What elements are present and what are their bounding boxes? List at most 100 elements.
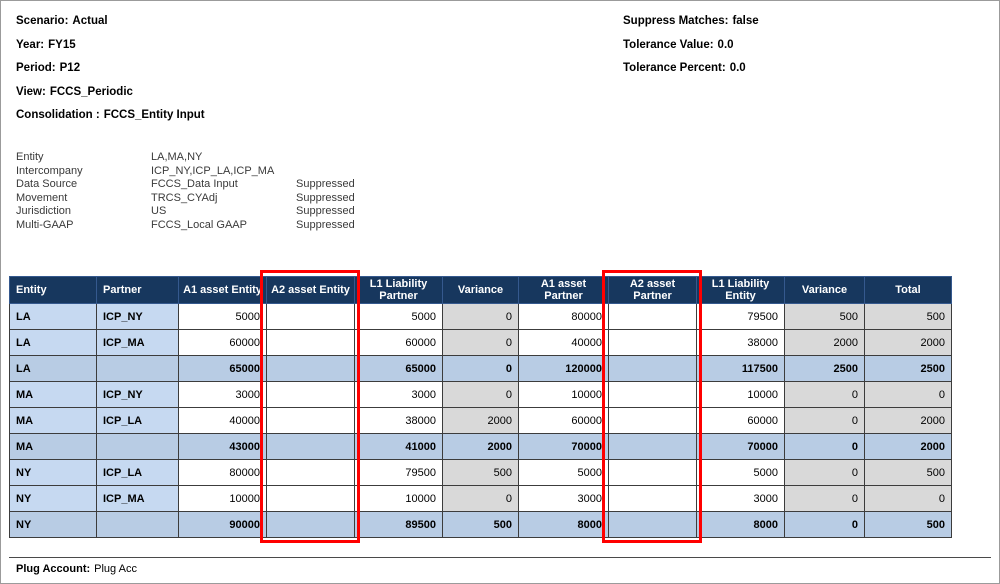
cell-entity: MA [9,381,97,408]
info-value: Actual [72,15,108,27]
report-info-right: Suppress Matches: false Tolerance Value: 0… [623,14,759,85]
cell-variance-partner-side: 0 [784,407,865,434]
cell-l1-liability-entity: 3000 [696,485,785,512]
col-header-variance-partner-side: Variance [784,276,865,304]
pov-row-jurisdiction: Jurisdiction US Suppressed [16,205,426,219]
info-year: Year: FY15 [16,38,205,52]
pov-dimension: Intercompany [16,164,83,177]
pov-row-data-source: Data Source FCCS_Data Input Suppressed [16,178,426,192]
col-header-a1-asset-partner: A1 asset Partner [518,276,609,304]
cell-entity: MA [9,433,97,460]
cell-total: 2000 [864,407,952,434]
col-header-total: Total [864,276,952,304]
cell-l1-liability-partner: 38000 [354,407,443,434]
cell-l1-liability-partner: 5000 [354,303,443,330]
cell-l1-liability-partner: 79500 [354,459,443,486]
info-value: 0.0 [717,38,734,51]
pov-row-entity: Entity LA,MA,NY [16,151,426,165]
cell-total: 2000 [864,329,952,356]
info-value: P12 [59,62,81,74]
cell-a2-asset-entity [266,407,355,434]
cell-partner: ICP_LA [96,459,179,486]
pov-status [296,165,426,179]
cell-entity: NY [9,459,97,486]
cell-l1-liability-entity: 79500 [696,303,785,330]
cell-a2-asset-partner [608,355,697,382]
col-header-a1-asset-entity: A1 asset Entity [178,276,267,304]
cell-a1-asset-partner: 70000 [518,433,609,460]
cell-partner [96,511,179,538]
table-row-subtotal: MA 43000 41000 2000 70000 70000 0 2000 [9,433,952,460]
info-scenario: Scenario: Actual [16,14,205,28]
cell-variance-entity-side: 0 [442,355,519,382]
pov-row-movement: Movement TRCS_CYAdj Suppressed [16,192,426,206]
cell-a2-asset-entity [266,381,355,408]
cell-total: 2500 [864,355,952,382]
table-row-detail: MA ICP_NY 3000 3000 0 10000 10000 0 0 [9,381,952,408]
cell-l1-liability-entity: 60000 [696,407,785,434]
cell-variance-entity-side: 500 [442,459,519,486]
info-label: Suppress Matches: [623,15,729,27]
cell-a1-asset-entity: 40000 [178,407,267,434]
info-label: Year: [16,38,45,51]
cell-partner: ICP_NY [96,381,179,408]
pov-members: FCCS_Local GAAP [151,218,247,231]
info-label: Period: [16,62,56,74]
pov-status: Suppressed [296,205,355,217]
pov-status [296,151,426,165]
cell-partner: ICP_MA [96,485,179,512]
plug-account-value: Plug Acc [94,563,137,575]
cell-l1-liability-partner: 3000 [354,381,443,408]
cell-a2-asset-entity [266,485,355,512]
cell-variance-entity-side: 2000 [442,433,519,460]
cell-a2-asset-partner [608,381,697,408]
cell-variance-entity-side: 0 [442,329,519,356]
pov-members: TRCS_CYAdj [151,191,218,204]
table-row-detail: NY ICP_LA 80000 79500 500 5000 5000 0 50… [9,459,952,486]
col-header-l1-liability-entity: L1 Liability Entity [696,276,785,304]
cell-variance-entity-side: 0 [442,303,519,330]
cell-entity: LA [9,303,97,330]
footer-divider [9,557,991,558]
cell-a2-asset-partner [608,459,697,486]
cell-a2-asset-entity [266,459,355,486]
cell-l1-liability-partner: 65000 [354,355,443,382]
cell-a1-asset-partner: 8000 [518,511,609,538]
matching-report-table-wrap: Entity Partner A1 asset Entity A2 asset … [9,270,952,543]
info-period: Period: P12 [16,61,205,75]
pov-dimension: Data Source [16,178,78,190]
info-label: Consolidation : [16,109,100,121]
cell-variance-entity-side: 500 [442,511,519,538]
cell-a1-asset-partner: 60000 [518,407,609,434]
cell-total: 0 [864,381,952,408]
cell-partner: ICP_LA [96,407,179,434]
pov-members: ICP_NY,ICP_LA,ICP_MA [151,164,275,177]
cell-a2-asset-entity [266,355,355,382]
cell-partner: ICP_NY [96,303,179,330]
cell-partner [96,355,179,382]
cell-entity: LA [9,329,97,356]
cell-total: 500 [864,459,952,486]
info-label: Tolerance Percent: [623,62,726,74]
cell-a1-asset-entity: 90000 [178,511,267,538]
pov-members: US [151,205,167,217]
cell-l1-liability-entity: 8000 [696,511,785,538]
pov-dimension: Multi-GAAP [16,218,74,231]
cell-variance-partner-side: 0 [784,433,865,460]
cell-l1-liability-partner: 41000 [354,433,443,460]
table-row-subtotal: NY 90000 89500 500 8000 8000 0 500 [9,511,952,538]
table-row-detail: NY ICP_MA 10000 10000 0 3000 3000 0 0 [9,485,952,512]
table-row-detail: LA ICP_NY 5000 5000 0 80000 79500 500 50… [9,303,952,330]
table-row-detail: MA ICP_LA 40000 38000 2000 60000 60000 0… [9,407,952,434]
col-header-l1-liability-partner: L1 Liability Partner [354,276,443,304]
cell-a1-asset-entity: 65000 [178,355,267,382]
table-header-row: Entity Partner A1 asset Entity A2 asset … [9,276,952,304]
report-info-left: Scenario: Actual Year: FY15 Period: P12 Vie… [16,14,205,132]
info-value: FCCS_Periodic [49,85,133,98]
pov-row-intercompany: Intercompany ICP_NY,ICP_LA,ICP_MA [16,165,426,179]
cell-partner [96,433,179,460]
cell-l1-liability-entity: 38000 [696,329,785,356]
cell-a2-asset-partner [608,485,697,512]
cell-variance-partner-side: 500 [784,303,865,330]
